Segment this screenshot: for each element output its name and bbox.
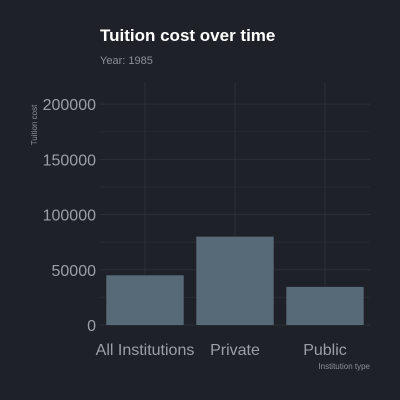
grid-lines [100,82,370,326]
x-tick-label: Public [303,342,347,359]
x-axis-ticks: All Institutions Private Public [96,342,347,359]
bars [106,236,364,325]
x-tick-label: Private [210,342,260,359]
x-tick-label: All Institutions [96,342,195,359]
bar-all-institutions [106,275,184,325]
y-axis-ticks: 0 50000 100000 150000 200000 [43,97,96,335]
chart-subtitle: Year: 1985 [100,55,153,67]
y-tick-label: 150000 [43,152,96,169]
y-tick-label: 100000 [43,208,96,225]
chart-title: Tuition cost over time [100,26,276,45]
x-axis-title: Institution type [318,362,370,371]
bar-public [286,286,364,325]
y-tick-label: 0 [87,318,96,335]
bar-private [196,236,274,325]
y-tick-label: 200000 [43,97,96,114]
y-tick-label: 50000 [52,263,97,280]
y-axis-title: Tuition cost [30,104,39,145]
